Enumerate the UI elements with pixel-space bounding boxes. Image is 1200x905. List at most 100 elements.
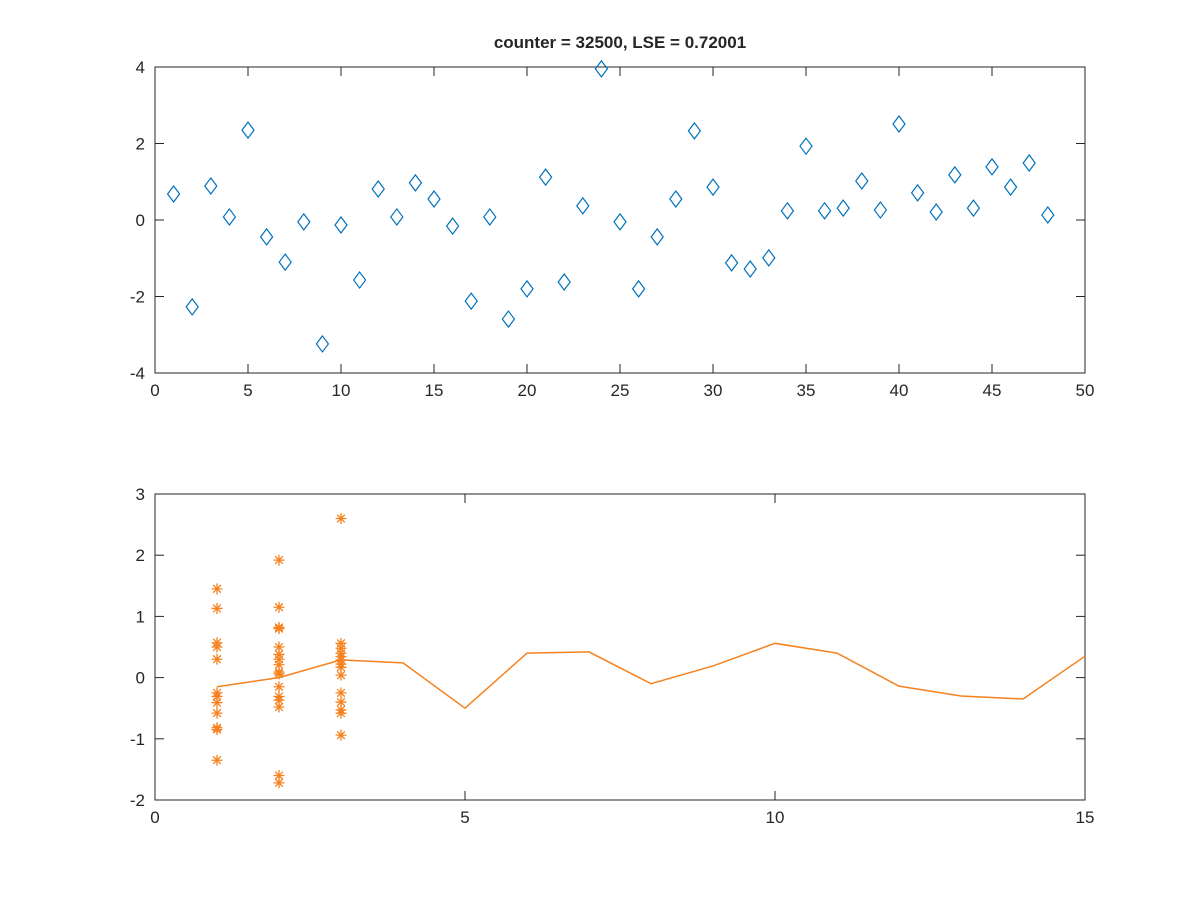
asterisk-marker — [273, 653, 285, 665]
diamond-marker — [724, 253, 739, 272]
asterisk-marker — [273, 659, 285, 671]
axes-box — [154, 66, 1086, 374]
y-tick-label: 0 — [136, 669, 145, 688]
x-tick-label: 45 — [983, 381, 1002, 400]
asterisk-marker — [273, 668, 285, 680]
asterisk-marker — [273, 601, 285, 613]
series-line — [216, 642, 1086, 710]
diamond-marker — [371, 180, 385, 199]
asterisk-marker — [273, 641, 285, 653]
diamond-marker — [817, 201, 832, 220]
y-tick-label: -2 — [130, 791, 145, 810]
asterisk-marker — [335, 696, 347, 708]
diamond-marker — [576, 196, 590, 215]
asterisk-marker — [335, 687, 347, 699]
diamond-marker — [669, 189, 683, 208]
diamond-marker — [222, 207, 237, 226]
diamond-marker — [929, 202, 943, 221]
x-tick-label: 15 — [425, 381, 444, 400]
diamond-marker — [241, 121, 255, 140]
y-tick-label: 1 — [136, 607, 145, 626]
diamond-marker — [185, 297, 199, 316]
diamond-marker — [892, 114, 906, 133]
diamond-marker — [427, 189, 441, 208]
diamond-marker — [948, 165, 962, 184]
asterisk-marker — [273, 681, 285, 693]
diamond-marker — [687, 121, 702, 140]
diamond-marker — [297, 212, 311, 231]
y-tick-label: 2 — [136, 546, 145, 565]
y-tick-label: 2 — [136, 135, 145, 154]
asterisk-marker — [335, 729, 347, 741]
asterisk-marker — [335, 707, 347, 719]
x-tick-label: 5 — [243, 381, 252, 400]
x-tick-label: 5 — [460, 808, 469, 827]
diamond-marker — [855, 171, 869, 190]
asterisk-marker — [273, 777, 285, 789]
diamond-marker — [390, 207, 404, 226]
bottom-axes: 0 5 10 15 -2 -1 0 1 2 3 — [130, 485, 1095, 827]
x-tick-label: 25 — [611, 381, 630, 400]
asterisk-marker — [273, 701, 285, 713]
asterisk-marker — [273, 694, 285, 706]
x-tick-label: 40 — [890, 381, 909, 400]
x-tick-label: 50 — [1076, 381, 1095, 400]
axes-box — [154, 493, 1086, 801]
diamond-marker — [799, 137, 813, 156]
diamond-marker — [631, 279, 646, 298]
diamond-marker — [334, 215, 348, 234]
x-tick-label: 15 — [1076, 808, 1095, 827]
diamond-marker — [278, 253, 292, 272]
diamond-marker — [613, 212, 627, 231]
top-axes: 0 5 10 15 20 25 30 35 40 45 50 -4 -2 0 2 4 — [130, 58, 1095, 400]
y-tick-label: -4 — [130, 364, 145, 383]
asterisk-marker — [335, 669, 347, 681]
x-tick-label: 10 — [332, 381, 351, 400]
diamond-marker — [408, 173, 423, 192]
diamond-marker — [315, 334, 330, 353]
diamond-marker — [166, 184, 181, 203]
diamond-marker — [780, 201, 795, 220]
diamond-marker — [650, 227, 664, 246]
diamond-marker — [445, 217, 460, 236]
diamond-marker — [464, 292, 478, 311]
diamond-marker — [259, 227, 274, 246]
diamond-marker — [743, 259, 757, 278]
asterisk-marker — [211, 602, 223, 614]
diamond-marker — [557, 272, 571, 291]
y-tick-label: -1 — [130, 730, 145, 749]
x-tick-label: 20 — [518, 381, 537, 400]
asterisk-marker — [335, 512, 347, 524]
diamond-marker — [966, 199, 981, 218]
asterisk-marker — [211, 583, 223, 595]
asterisk-marker — [211, 641, 223, 653]
diamond-marker — [873, 201, 888, 220]
asterisk-marker — [211, 754, 223, 766]
asterisk-marker — [211, 691, 223, 703]
diamond-marker — [1022, 154, 1036, 173]
diamond-marker — [204, 176, 218, 195]
diamond-marker — [594, 59, 609, 78]
diamond-marker — [501, 310, 516, 329]
asterisk-marker — [273, 554, 285, 566]
x-tick-label: 35 — [797, 381, 816, 400]
diamond-marker — [1041, 206, 1055, 225]
diamond-marker — [1003, 178, 1018, 197]
asterisk-marker — [211, 653, 223, 665]
diamond-marker — [538, 168, 553, 187]
diamond-marker — [352, 271, 367, 290]
x-tick-label: 0 — [150, 808, 159, 827]
y-tick-label: 4 — [136, 58, 145, 77]
diamond-marker — [836, 199, 850, 218]
diamond-marker — [520, 279, 534, 298]
asterisk-marker — [273, 770, 285, 782]
asterisk-marker — [211, 697, 223, 709]
diamond-marker — [762, 248, 776, 267]
asterisk-marker — [273, 623, 285, 635]
y-tick-label: -2 — [130, 288, 145, 307]
diamond-marker — [910, 183, 925, 202]
diamond-marker — [483, 207, 497, 226]
asterisk-marker — [335, 661, 347, 673]
chart-title: counter = 32500, LSE = 0.72001 — [494, 33, 746, 52]
